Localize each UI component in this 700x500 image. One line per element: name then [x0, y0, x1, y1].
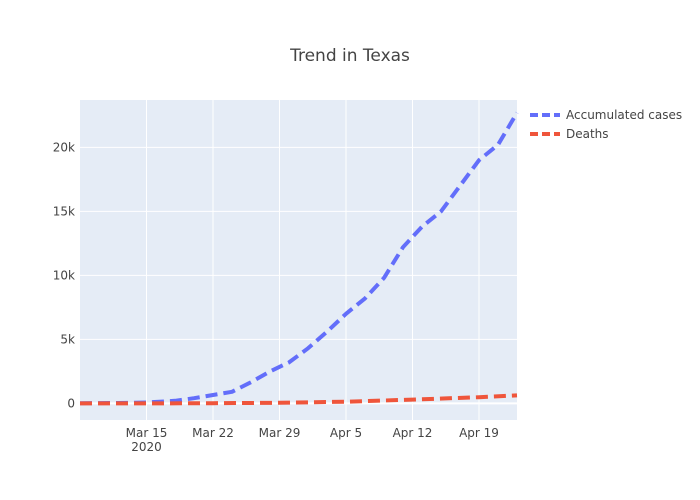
y-tick-label: 20k — [53, 140, 75, 154]
legend-item[interactable]: Deaths — [530, 127, 609, 141]
series-line-accumulated-cases[interactable] — [79, 111, 519, 406]
y-tick-label: 0 — [67, 396, 75, 410]
x-tick-label: Mar 15 — [126, 426, 168, 440]
plot-area — [80, 100, 517, 420]
x-tick-label: Apr 5 — [330, 426, 362, 440]
x-tick-label: Apr 12 — [393, 426, 433, 440]
series-line-deaths[interactable] — [80, 393, 518, 406]
x-tick-label: Mar 22 — [192, 426, 234, 440]
x-tick-sublabel: 2020 — [131, 440, 162, 454]
y-tick-label: 10k — [53, 268, 75, 282]
grid-layer — [80, 100, 517, 420]
y-tick-label: 15k — [53, 204, 75, 218]
x-tick-label: Mar 29 — [259, 426, 301, 440]
legend-item[interactable]: Accumulated cases — [530, 108, 682, 122]
legend-label: Accumulated cases — [566, 108, 682, 122]
legend-label: Deaths — [566, 127, 609, 141]
x-tick-label: Apr 19 — [459, 426, 499, 440]
series-layer — [79, 111, 519, 406]
chart-title: Trend in Texas — [289, 46, 410, 66]
legend[interactable]: Accumulated cases Deaths — [530, 108, 682, 141]
y-tick-label: 5k — [60, 332, 75, 346]
